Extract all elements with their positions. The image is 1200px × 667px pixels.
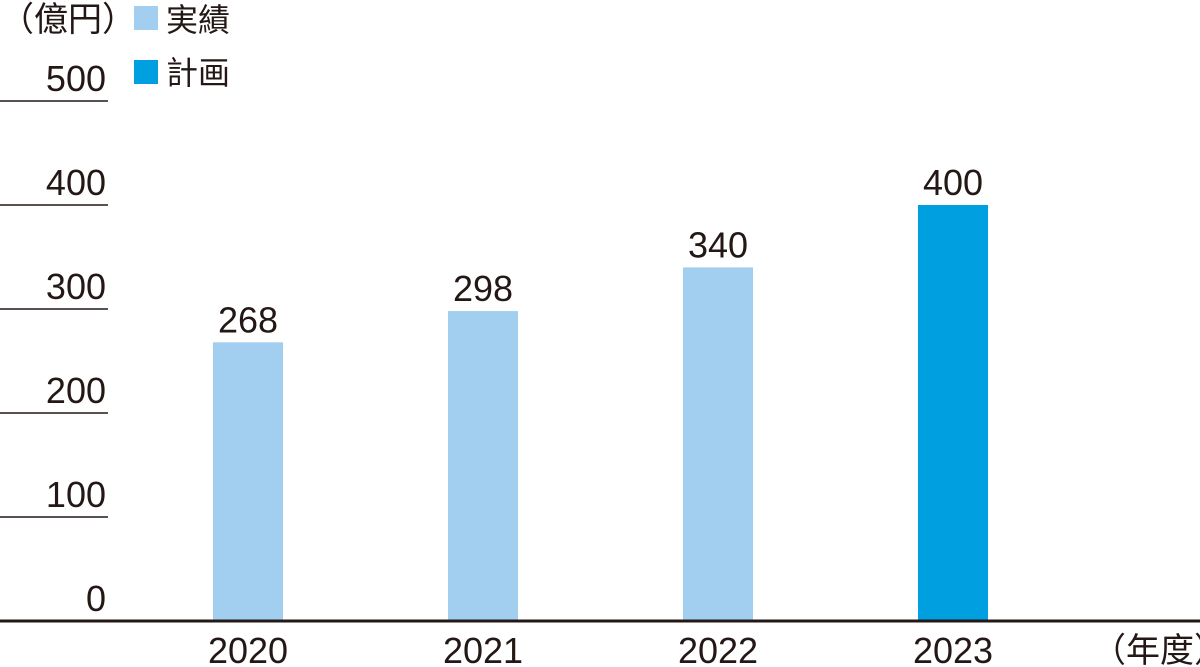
bar-2020 xyxy=(213,342,283,621)
bar-value-label-2022: 340 xyxy=(688,224,748,265)
x-tick-label-2020: 2020 xyxy=(208,630,288,667)
bars xyxy=(213,205,988,621)
legend-label-plan: 計画 xyxy=(166,55,230,91)
bar-value-label-2021: 298 xyxy=(453,268,513,309)
bar-value-labels: 268 298 340 400 xyxy=(218,162,983,340)
legend-label-actual: 実績 xyxy=(166,2,230,38)
legend-swatch-plan xyxy=(134,60,158,84)
legend-swatch-actual xyxy=(134,6,158,30)
x-tick-labels: 2020 2021 2022 2023 xyxy=(208,630,993,667)
x-tick-label-2022: 2022 xyxy=(678,630,758,667)
bar-value-label-2020: 268 xyxy=(218,299,278,340)
bar-2023 xyxy=(918,205,988,621)
legend: 実績 計画 xyxy=(134,2,230,91)
y-gridlines xyxy=(0,100,108,518)
y-tick-labels: 0 100 200 300 400 500 xyxy=(46,58,106,619)
y-tick-label-100: 100 xyxy=(46,474,106,515)
bar-value-label-2023: 400 xyxy=(923,162,983,203)
bar-2021 xyxy=(448,311,518,621)
x-tick-label-2021: 2021 xyxy=(443,630,523,667)
x-unit-label: （年度） xyxy=(1092,632,1200,667)
y-unit-label: （億円） xyxy=(0,1,136,39)
y-tick-label-500: 500 xyxy=(46,58,106,99)
y-tick-label-400: 400 xyxy=(46,162,106,203)
y-tick-label-0: 0 xyxy=(86,578,106,619)
bar-2022 xyxy=(683,267,753,621)
y-tick-label-200: 200 xyxy=(46,370,106,411)
x-tick-label-2023: 2023 xyxy=(913,630,993,667)
y-tick-label-300: 300 xyxy=(46,266,106,307)
